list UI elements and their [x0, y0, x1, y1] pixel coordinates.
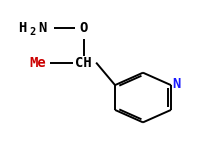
Text: N: N	[173, 77, 181, 91]
Text: CH: CH	[75, 56, 92, 70]
Text: H: H	[18, 21, 26, 35]
Text: O: O	[80, 21, 88, 35]
Text: Me: Me	[30, 56, 46, 70]
Text: 2: 2	[29, 27, 35, 37]
Text: N: N	[38, 21, 46, 35]
